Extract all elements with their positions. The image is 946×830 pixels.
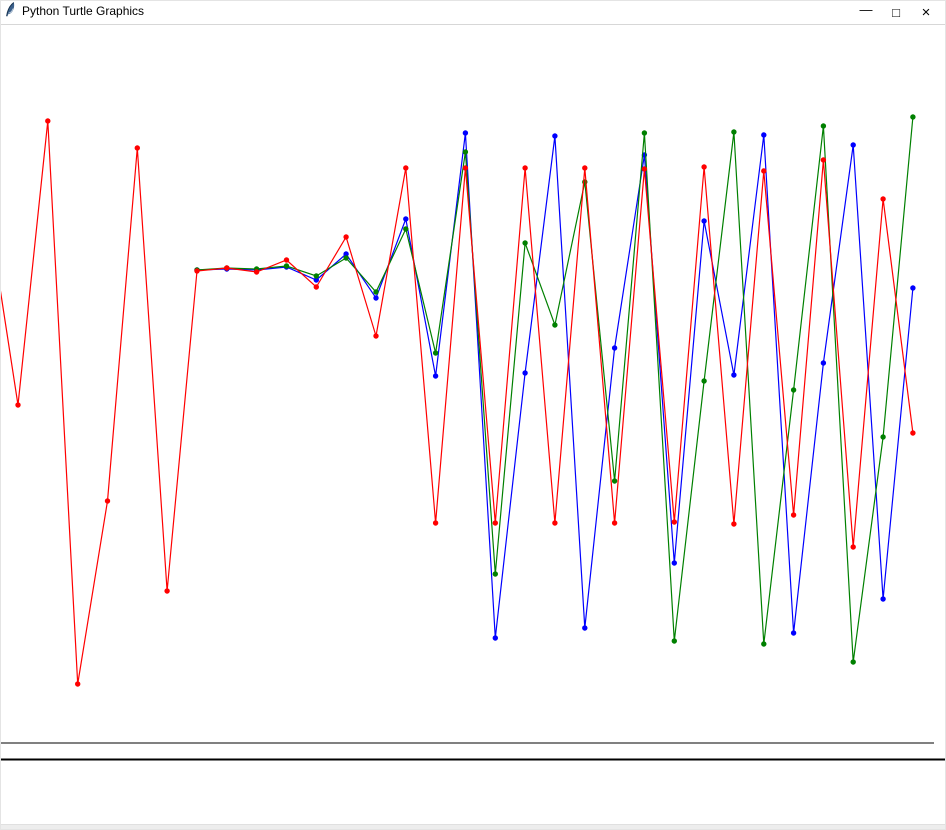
red-data-point xyxy=(761,168,767,174)
blue-series-line xyxy=(196,132,914,639)
red-data-point xyxy=(820,157,827,163)
minimize-icon: — xyxy=(859,2,873,17)
green-data-point xyxy=(701,378,707,384)
blue-data-point xyxy=(552,133,558,139)
blue-data-point xyxy=(343,251,349,257)
red-data-point xyxy=(611,520,618,526)
red-data-point xyxy=(492,520,498,526)
minimize-button[interactable]: — xyxy=(851,0,881,24)
blue-data-point xyxy=(403,216,409,222)
blue-data-point xyxy=(850,142,856,148)
blue-data-point xyxy=(671,560,677,566)
green-data-point xyxy=(522,240,528,246)
red-data-point xyxy=(45,118,51,124)
green-data-point xyxy=(462,149,469,155)
green-data-point xyxy=(552,322,558,328)
green-data-point xyxy=(910,114,916,120)
red-data-point xyxy=(194,268,200,274)
red-data-point xyxy=(313,284,319,290)
green-series-line xyxy=(196,116,914,663)
red-data-point xyxy=(224,265,230,271)
red-data-point xyxy=(164,588,170,594)
blue-data-point xyxy=(432,373,439,379)
window-controls: — □ × xyxy=(851,0,941,24)
red-data-point xyxy=(552,520,558,526)
green-data-point xyxy=(731,129,737,135)
close-button[interactable]: × xyxy=(911,0,941,24)
blue-data-point xyxy=(582,625,588,631)
red-data-point xyxy=(582,165,588,171)
red-data-point xyxy=(253,269,260,275)
blue-data-point xyxy=(761,132,767,138)
red-data-point xyxy=(283,257,290,263)
red-data-point xyxy=(731,521,737,527)
blue-data-point xyxy=(492,635,498,641)
green-data-point xyxy=(403,226,409,232)
green-data-point xyxy=(432,350,439,356)
green-data-point xyxy=(283,263,290,269)
green-data-point xyxy=(671,638,677,644)
green-data-point xyxy=(820,123,827,129)
blue-data-point xyxy=(522,370,528,376)
blue-data-point xyxy=(731,372,737,378)
maximize-icon: □ xyxy=(892,4,900,20)
red-data-point xyxy=(462,165,469,171)
close-icon: × xyxy=(921,3,931,21)
red-data-point xyxy=(850,544,856,550)
red-data-point xyxy=(343,234,349,240)
green-data-point xyxy=(313,273,319,279)
blue-data-point xyxy=(790,630,797,636)
red-data-point xyxy=(522,165,528,171)
green-data-point xyxy=(790,387,797,393)
blue-data-point xyxy=(462,130,469,136)
red-data-point xyxy=(880,196,886,202)
green-data-point xyxy=(761,641,767,647)
red-data-point xyxy=(790,512,797,518)
blue-data-point xyxy=(701,218,707,224)
green-data-point xyxy=(611,478,618,484)
green-data-point xyxy=(373,289,379,295)
red-data-point xyxy=(104,498,111,504)
red-data-point xyxy=(373,333,379,339)
green-data-point xyxy=(641,130,648,136)
blue-data-point xyxy=(910,285,916,291)
window-bottom-edge xyxy=(0,824,946,830)
python-feather-icon[interactable] xyxy=(3,2,17,18)
maximize-button[interactable]: □ xyxy=(881,0,911,24)
green-data-point xyxy=(850,659,856,665)
blue-data-point xyxy=(880,596,886,602)
green-data-point xyxy=(492,571,498,577)
red-data-point xyxy=(432,520,439,526)
green-data-point xyxy=(343,255,349,261)
window-title: Python Turtle Graphics xyxy=(22,4,145,18)
red-data-point xyxy=(15,402,21,408)
red-data-point xyxy=(403,165,409,171)
blue-data-point xyxy=(313,277,319,283)
title-bar[interactable]: Python Turtle Graphics — □ × xyxy=(0,0,946,25)
red-data-point xyxy=(910,430,916,436)
red-data-point xyxy=(701,164,707,170)
red-data-point xyxy=(75,681,81,687)
python-feather-icon-svg xyxy=(6,2,15,17)
red-data-point xyxy=(671,519,677,525)
green-data-point xyxy=(880,434,886,440)
red-data-point xyxy=(134,145,140,151)
blue-data-point xyxy=(373,295,379,301)
blue-data-point xyxy=(611,345,618,351)
red-series-line xyxy=(0,120,914,685)
blue-data-point xyxy=(820,360,827,366)
red-data-point xyxy=(641,166,648,172)
